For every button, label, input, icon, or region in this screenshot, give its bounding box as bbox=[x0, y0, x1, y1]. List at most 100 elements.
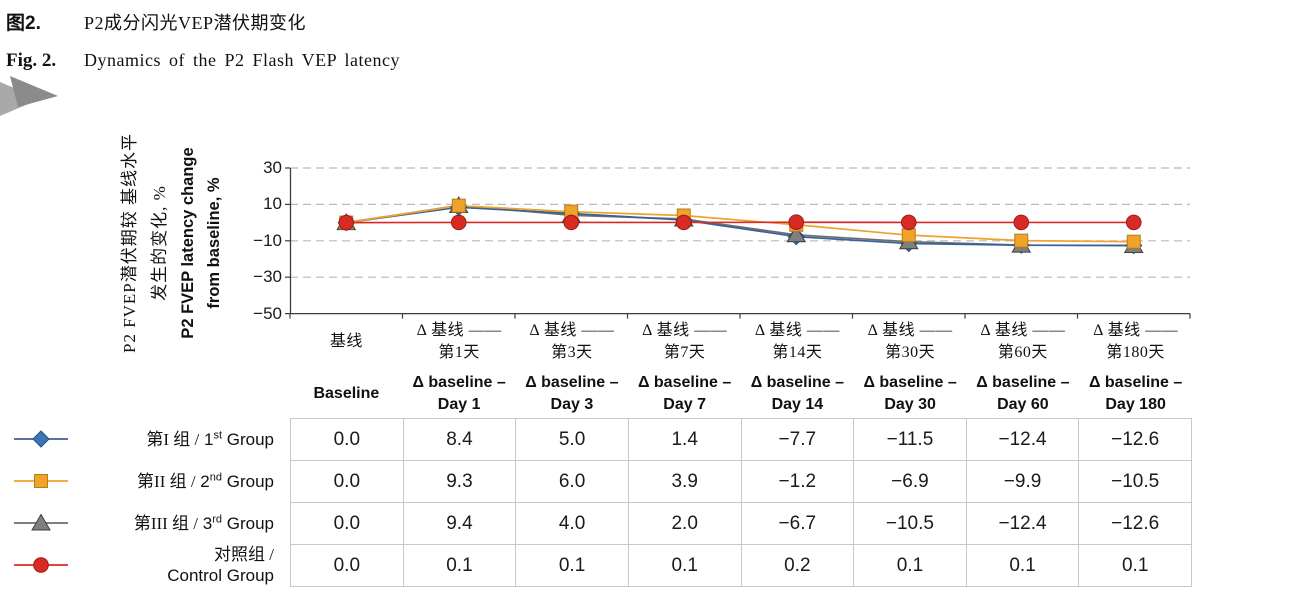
table-cell: 2.0 bbox=[628, 503, 742, 545]
table-cell: 0.1 bbox=[516, 545, 629, 587]
series-marker-group-2-icon bbox=[451, 198, 466, 213]
legend-marker-control-icon bbox=[14, 557, 68, 573]
x-axis-category: Δ 基线 —— 第1天 Δ baseline – Day 1 bbox=[403, 318, 516, 418]
x-axis-category-cn: 基线 bbox=[329, 333, 363, 350]
table-cell: −6.9 bbox=[854, 461, 967, 503]
table-cell: 0.1 bbox=[966, 545, 1080, 587]
table-cell: 4.0 bbox=[516, 503, 629, 545]
series-marker-group-3-icon bbox=[31, 513, 51, 531]
series-line-group-1 bbox=[346, 206, 1134, 247]
table-cell: −6.7 bbox=[741, 503, 855, 545]
legend-marker-group-1-icon bbox=[14, 430, 68, 448]
x-axis-category-en: Δ baseline – Day 60 bbox=[976, 374, 1070, 413]
legend-label: 第II 组 / 2nd Group bbox=[137, 470, 274, 491]
table-cell: 8.4 bbox=[403, 419, 517, 461]
series-marker-group-2-icon bbox=[1126, 234, 1141, 249]
chart-legend: 第I 组 / 1st Group 第II 组 / 2nd Group 第III 组 … bbox=[6, 418, 288, 586]
x-axis-category: Δ 基线 —— 第14天 Δ baseline – Day 14 bbox=[741, 318, 854, 418]
x-axis-category-en: Δ baseline – Day 1 bbox=[412, 374, 506, 413]
series-marker-control-icon bbox=[1125, 214, 1142, 231]
table-cell: 0.1 bbox=[1079, 545, 1192, 587]
y-tick-label: 10 bbox=[263, 194, 282, 214]
x-axis-category: Δ 基线 —— 第3天 Δ baseline – Day 3 bbox=[516, 318, 629, 418]
series-marker-group-2-icon bbox=[901, 228, 916, 243]
series-marker-control-icon bbox=[675, 214, 692, 231]
figure-number-en: Fig. 2. bbox=[6, 50, 57, 71]
table-cell: −11.5 bbox=[854, 419, 967, 461]
table-cell: −12.6 bbox=[1079, 419, 1192, 461]
x-axis-category: Δ 基线 —— 第7天 Δ baseline – Day 7 bbox=[628, 318, 741, 418]
table-cell: −12.4 bbox=[966, 503, 1080, 545]
figure-title-en: Dynamics of the P2 Flash VEP latency bbox=[84, 50, 400, 70]
line-chart-plot bbox=[285, 167, 1191, 319]
caption-en: Fig. 2. Dynamics of the P2 Flash VEP lat… bbox=[6, 50, 400, 72]
table-cell: 0.1 bbox=[854, 545, 967, 587]
table-cell: 9.3 bbox=[403, 461, 517, 503]
x-axis-category: Δ 基线 —— 第60天 Δ baseline – Day 60 bbox=[967, 318, 1080, 418]
arrow-decoration-icon bbox=[0, 76, 58, 116]
caption-cn: 图2. P2成分闪光VEP潜伏期变化 bbox=[6, 8, 306, 35]
legend-item-group-3: 第III 组 / 3rd Group bbox=[6, 502, 288, 544]
table-cell: 0.1 bbox=[628, 545, 742, 587]
legend-label: 对照组 / Control Group bbox=[167, 545, 274, 585]
table-cell: −1.2 bbox=[741, 461, 855, 503]
x-axis-category-cn: Δ 基线 —— 第1天 bbox=[416, 322, 502, 361]
x-axis-category-en: Δ baseline – Day 7 bbox=[637, 374, 732, 413]
table-cell: −9.9 bbox=[966, 461, 1080, 503]
y-axis-title-text: P2 FVEP潜伏期较 基线水平 发生的变化, % P2 FVEP latenc… bbox=[115, 78, 227, 408]
series-marker-group-3-icon bbox=[786, 225, 807, 243]
x-axis-category-cn: Δ 基线 —— 第7天 bbox=[642, 322, 728, 361]
series-marker-control-icon bbox=[1013, 214, 1030, 231]
series-marker-control-icon bbox=[338, 214, 355, 231]
y-tick-label: −30 bbox=[253, 267, 282, 287]
data-table: 0.0 8.4 5.0 1.4 −7.7 −11.5 −12.4 −12.6 0.0 9.3 6.0… bbox=[290, 418, 1192, 587]
series-marker-group-2-icon bbox=[1014, 233, 1029, 248]
table-cell: 3.9 bbox=[628, 461, 742, 503]
x-axis-category-en: Baseline bbox=[313, 385, 380, 402]
y-axis-label-en-2: from baseline, % bbox=[205, 177, 223, 309]
table-cell: 0.1 bbox=[403, 545, 517, 587]
series-marker-control-icon bbox=[563, 214, 580, 231]
figure-number-cn: 图2. bbox=[6, 13, 41, 34]
y-tick-label: 30 bbox=[263, 158, 282, 177]
series-line-group-2 bbox=[346, 204, 1134, 243]
y-axis-label-cn-2: 发生的变化, % bbox=[150, 185, 169, 301]
x-axis-category-en: Δ baseline – Day 180 bbox=[1088, 374, 1183, 413]
table-cell: −10.5 bbox=[1079, 461, 1192, 503]
x-axis-category-cn: Δ 基线 —— 第3天 bbox=[529, 322, 615, 361]
x-axis-category-cn: Δ 基线 —— 第180天 bbox=[1093, 322, 1179, 361]
table-cell: 6.0 bbox=[516, 461, 629, 503]
x-axis-category-en: Δ baseline – Day 14 bbox=[750, 374, 845, 413]
series-marker-control-icon bbox=[788, 214, 805, 231]
legend-label: 第III 组 / 3rd Group bbox=[133, 512, 274, 533]
x-axis-category-cn: Δ 基线 —— 第60天 bbox=[980, 322, 1066, 361]
y-axis-title: P2 FVEP潜伏期较 基线水平 发生的变化, % P2 FVEP latenc… bbox=[96, 88, 246, 398]
x-axis-category-en: Δ baseline – Day 30 bbox=[863, 374, 957, 413]
table-cell: 0.0 bbox=[291, 503, 404, 545]
y-axis-label-cn-1: P2 FVEP潜伏期较 基线水平 bbox=[120, 132, 139, 354]
y-tick-label: −50 bbox=[253, 303, 282, 323]
table-cell: −12.6 bbox=[1079, 503, 1192, 545]
table-cell: 0.0 bbox=[291, 419, 404, 461]
table-cell: −10.5 bbox=[854, 503, 967, 545]
y-tick-label: −10 bbox=[253, 230, 282, 250]
legend-marker-group-2-icon bbox=[14, 474, 68, 488]
table-cell: −7.7 bbox=[741, 419, 855, 461]
table-cell: 0.2 bbox=[741, 545, 855, 587]
series-marker-group-2-icon bbox=[34, 474, 48, 488]
series-marker-control-icon bbox=[450, 214, 467, 231]
legend-marker-group-3-icon bbox=[14, 513, 68, 531]
series-marker-control-icon bbox=[33, 557, 49, 573]
legend-item-group-2: 第II 组 / 2nd Group bbox=[6, 460, 288, 502]
x-axis-category: Δ 基线 —— 第180天 Δ baseline – Day 180 bbox=[1079, 318, 1192, 418]
x-axis-category-en: Δ baseline – Day 3 bbox=[525, 374, 619, 413]
table-cell: 5.0 bbox=[516, 419, 629, 461]
y-axis-label-en-1: P2 FVEP latency change bbox=[179, 147, 197, 339]
legend-item-control: 对照组 / Control Group bbox=[6, 544, 288, 586]
x-axis-category: 基线 Baseline bbox=[290, 318, 403, 418]
legend-item-group-1: 第I 组 / 1st Group bbox=[6, 418, 288, 460]
table-cell: 0.0 bbox=[291, 545, 404, 587]
x-axis-category: Δ 基线 —— 第30天 Δ baseline – Day 30 bbox=[854, 318, 967, 418]
series-marker-control-icon bbox=[900, 214, 917, 231]
